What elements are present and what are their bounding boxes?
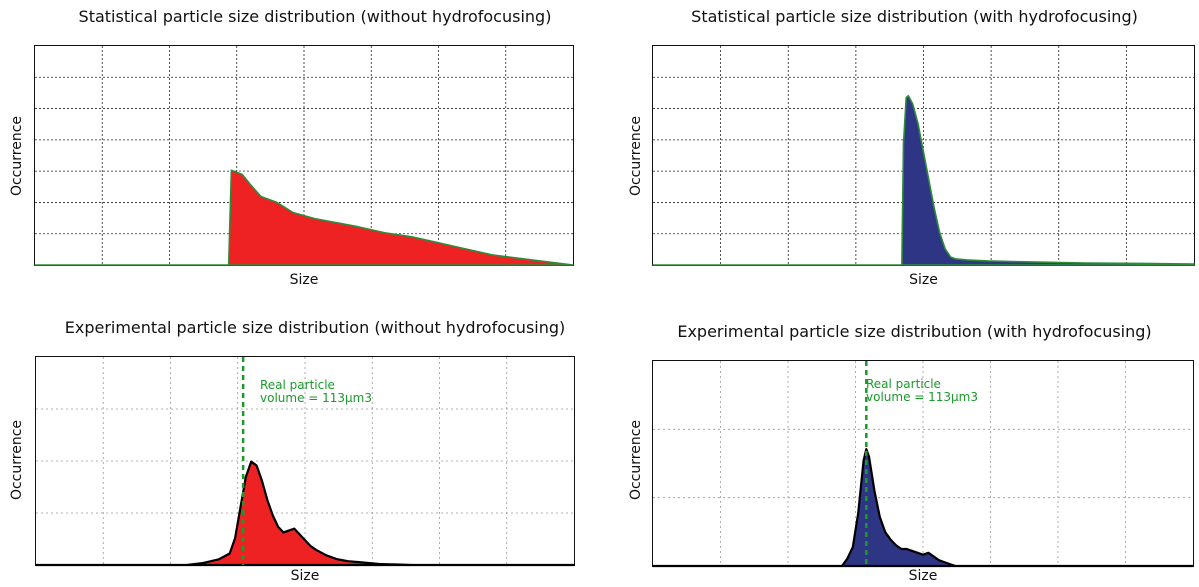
chart-title: Statistical particle size distribution (… xyxy=(691,7,1138,26)
distribution-area xyxy=(34,460,576,567)
y-axis-label: Occurrence xyxy=(628,419,644,501)
chart-title: Experimental particle size distribution … xyxy=(64,318,566,337)
chart-svg xyxy=(34,357,576,567)
annotation-line-1: Real particle xyxy=(866,377,941,391)
chart-title: Experimental particle size distribution … xyxy=(677,322,1152,341)
x-axis-label: Size xyxy=(289,272,319,288)
plot-area xyxy=(34,45,574,266)
chart-panel-top-right: Statistical particle size distribution (… xyxy=(600,0,1199,295)
plot-area xyxy=(652,45,1195,266)
chart-title: Statistical particle size distribution (… xyxy=(78,7,552,26)
annotation-line-2: volume = 113μm3 xyxy=(866,390,979,404)
annotation-line-2: volume = 113μm3 xyxy=(260,391,373,405)
plot-area xyxy=(651,360,1195,568)
y-axis-label: Occurrence xyxy=(628,115,644,197)
real-particle-annotation: Real particle volume = 113μm3 xyxy=(866,378,978,404)
x-axis-label: Size xyxy=(908,568,938,584)
y-axis-label: Occurrence xyxy=(9,115,25,197)
chart-panel-top-left: Statistical particle size distribution (… xyxy=(0,0,600,295)
distribution-area xyxy=(651,447,1195,568)
x-axis-label: Size xyxy=(909,272,938,288)
y-axis-label: Occurrence xyxy=(9,419,25,501)
x-axis-label: Size xyxy=(290,568,320,584)
distribution-area xyxy=(34,169,574,266)
chart-panel-bottom-right: Experimental particle size distribution … xyxy=(600,295,1199,587)
chart-panel-bottom-left: Experimental particle size distribution … xyxy=(0,295,600,587)
real-particle-annotation: Real particle volume = 113μm3 xyxy=(260,379,372,405)
chart-svg xyxy=(652,46,1195,266)
chart-svg xyxy=(34,46,574,266)
plot-area xyxy=(34,356,576,567)
annotation-line-1: Real particle xyxy=(260,378,335,392)
chart-svg xyxy=(651,361,1195,568)
distribution-area xyxy=(652,94,1195,266)
